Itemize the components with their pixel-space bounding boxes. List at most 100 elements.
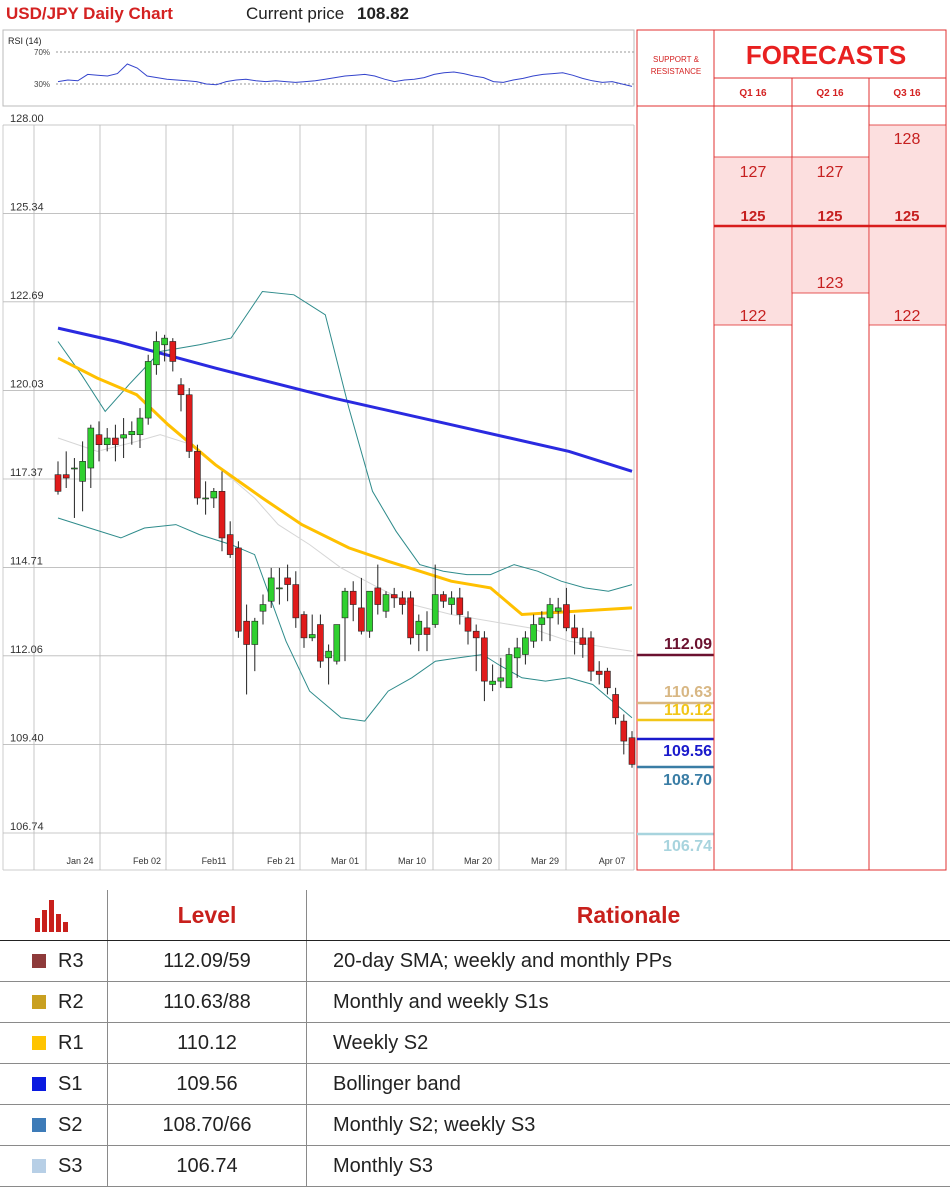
row-name: S1 [58,1072,83,1095]
price-tick-label: 112.06 [10,644,43,656]
candle-body [513,647,521,659]
candle-body [481,637,488,682]
sr-title-line1: SUPPORT & [653,55,700,64]
candle-body [202,497,209,500]
sr-level-label: 112.09 [664,636,712,653]
row-rationale: Monthly and weekly S1s [306,981,950,1023]
bar-chart-icon [35,900,68,932]
candle-body [612,694,619,719]
date-axis: Jan 24 Feb 02 Feb11 Feb 21 Mar 01 Mar 10 Mar 2… [66,856,625,866]
candle-body [595,670,603,675]
row-rationale: Monthly S3 [306,1145,950,1187]
table-row: R2 110.63/88 Monthly and weekly S1s [0,981,950,1023]
sr-level-label: 108.70 [663,772,712,789]
candle-body [374,587,382,605]
candle-body [620,720,628,742]
price-axis: 128.00 125.34 122.69 120.03 117.37 114.71 112.… [10,113,44,833]
levels-table-header: Level Rationale [0,890,950,941]
row-level: 110.63/88 [107,981,307,1023]
forecasts-panel: FORECASTS Q1 16 Q2 16 Q3 16 127 125 122 … [713,29,947,871]
rsi-level-30: 30% [34,80,50,89]
forecast-q2-high: 127 [817,164,844,181]
table-row: S3 106.74 Monthly S3 [0,1145,950,1187]
date-tick-label: Feb11 [202,856,227,866]
price-panel: 128.00 125.34 122.69 120.03 117.37 114.71 112.… [2,113,636,871]
candle-body [333,624,341,662]
candle-body [308,634,316,639]
table-row: R3 112.09/59 20-day SMA; weekly and mont… [0,940,950,982]
candle-body [210,491,218,499]
sr-level-label: 110.12 [664,702,712,719]
level-header: Level [107,890,307,941]
row-name: R3 [58,949,84,972]
row-rationale: Bollinger band [306,1063,950,1105]
candle-body [456,597,464,615]
candle-body [226,534,234,555]
candle-body [136,417,144,436]
row-level: 112.09/59 [107,940,307,982]
candle-body [579,637,587,645]
table-row: S2 108.70/66 Monthly S2; weekly S3 [0,1104,950,1146]
candle-body [161,337,168,346]
candle-body [325,650,332,659]
row-level: 108.70/66 [107,1104,307,1146]
candle-body [448,597,455,605]
candle-body [194,451,201,499]
candle-body [538,617,546,625]
candle-body [604,670,611,689]
sr-level-label: 110.63 [664,684,712,701]
date-tick-label: Apr 07 [599,856,626,866]
row-name: R1 [58,1031,84,1054]
row-rationale: 20-day SMA; weekly and monthly PPs [306,940,950,982]
candle-body [407,597,414,639]
candles [54,331,636,768]
row-rationale: Monthly S2; weekly S3 [306,1104,950,1146]
candle-body [284,577,291,585]
candle-body [177,384,185,396]
date-tick-label: Mar 10 [398,856,426,866]
forecast-q1-mid: 125 [740,208,765,225]
rsi-label: RSI (14) [8,36,42,46]
price-tick-label: 125.34 [10,202,44,214]
sr-title-line2: RESISTANCE [651,67,702,76]
candle-body [497,677,505,682]
candle-body [341,590,349,619]
price-tick-label: 122.69 [10,290,44,302]
levels-table: Level Rationale R3 112.09/59 20-day SMA;… [0,890,950,1187]
candle-body [87,427,95,469]
sma50-line [57,356,633,617]
candle-body [169,341,177,362]
forecast-q3-low: 122 [894,308,921,325]
candle-body [71,467,78,470]
s2-swatch [32,1117,46,1132]
candle-body [628,737,636,765]
price-tick-label: 109.40 [10,732,44,744]
candle-body [546,604,554,619]
price-tick-label: 106.74 [10,821,44,833]
candle-body [267,577,275,602]
candle-body [79,461,86,482]
candle-body [292,584,300,619]
candle-body [505,654,513,689]
candle-body [103,437,111,445]
bollinger-lower-line [57,517,633,722]
row-level: 110.12 [107,1022,307,1064]
candle-body [440,594,447,602]
forecast-q2-mid: 125 [817,208,842,225]
candle-body [128,431,136,436]
s3-swatch [32,1158,46,1173]
forecast-col-q2: Q2 16 [816,88,844,99]
price-tick-label: 120.03 [10,378,44,390]
row-rationale: Weekly S2 [306,1022,950,1064]
candle-body [243,620,250,645]
candle-body [95,434,103,445]
candle-body [218,491,226,539]
price-tick-label: 128.00 [10,113,44,125]
forecast-q2-low: 123 [817,275,844,292]
candle-body [259,604,267,612]
forecast-q3-mid: 125 [894,208,919,225]
candle-body [530,624,537,642]
date-tick-label: Feb 21 [267,856,295,866]
